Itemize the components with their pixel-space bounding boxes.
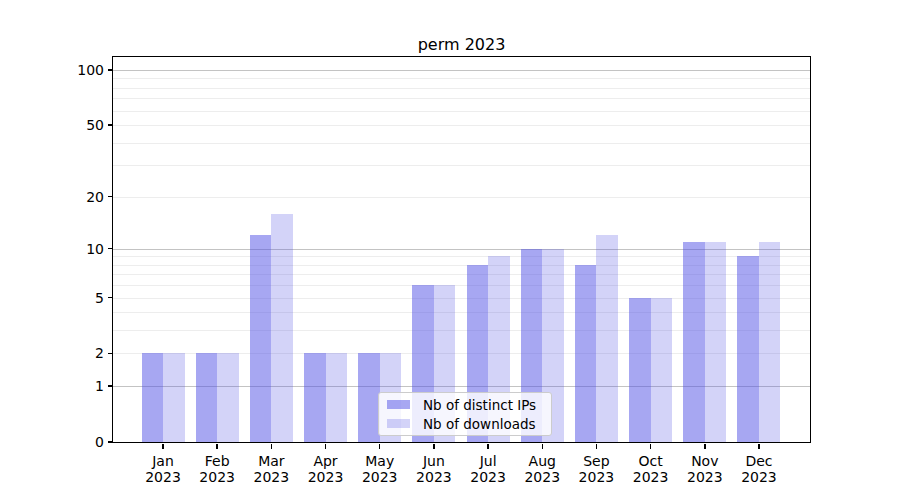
gridline-30: [113, 165, 810, 166]
legend-item-downloads: Nb of downloads: [385, 414, 545, 433]
x-tick-label-jul-2023: Jul2023: [458, 454, 518, 485]
x-tick-mar-2023: [271, 444, 273, 449]
x-tick-oct-2023: [650, 444, 652, 449]
legend-label-distinct-ips: Nb of distinct IPs: [423, 397, 536, 413]
gridline-80: [113, 88, 810, 89]
x-tick-may-2023: [379, 444, 381, 449]
chart-figure: perm 2023 0125102050100 Jan2023Feb2023Ma…: [0, 0, 900, 500]
y-tick-label-5: 5: [0, 289, 104, 307]
x-tick-label-dec-2023: Dec2023: [729, 454, 789, 485]
bar-nb-of-distinct-ips-oct-2023: [629, 298, 651, 442]
bar-nb-of-distinct-ips-dec-2023: [737, 256, 759, 442]
y-tick-5: [108, 297, 113, 299]
bar-nb-of-downloads-apr-2023: [326, 353, 348, 442]
gridline-50: [113, 125, 810, 126]
gridline-70: [113, 98, 810, 99]
bar-nb-of-distinct-ips-jan-2023: [142, 353, 164, 442]
x-tick-feb-2023: [216, 444, 218, 449]
y-tick-label-10: 10: [0, 240, 104, 258]
legend-swatch-downloads-icon: [387, 419, 410, 428]
gridline-60: [113, 111, 810, 112]
bar-nb-of-distinct-ips-may-2023: [358, 353, 380, 442]
plot-area: [113, 57, 810, 442]
x-tick-label-oct-2023: Oct2023: [621, 454, 681, 485]
x-tick-jul-2023: [487, 444, 489, 449]
y-tick-label-0: 0: [0, 433, 104, 451]
y-tick-label-100: 100: [0, 61, 104, 79]
x-tick-label-may-2023: May2023: [350, 454, 410, 485]
y-tick-0: [108, 441, 113, 443]
y-tick-50: [108, 124, 113, 126]
x-tick-aug-2023: [542, 444, 544, 449]
bar-nb-of-distinct-ips-nov-2023: [683, 242, 705, 442]
legend-swatch-distinct-ips-icon: [387, 400, 410, 409]
bar-nb-of-downloads-sep-2023: [596, 235, 618, 442]
x-tick-jun-2023: [433, 444, 435, 449]
bar-nb-of-downloads-jan-2023: [163, 353, 185, 442]
x-tick-sep-2023: [596, 444, 598, 449]
bar-nb-of-distinct-ips-mar-2023: [250, 235, 272, 442]
y-tick-100: [108, 69, 113, 71]
gridline-90: [113, 78, 810, 79]
y-tick-2: [108, 353, 113, 355]
x-tick-label-apr-2023: Apr2023: [296, 454, 356, 485]
bar-nb-of-distinct-ips-sep-2023: [575, 265, 597, 442]
x-tick-apr-2023: [325, 444, 327, 449]
x-tick-label-jan-2023: Jan2023: [133, 454, 193, 485]
x-tick-jan-2023: [162, 444, 164, 449]
bar-nb-of-downloads-feb-2023: [217, 353, 239, 442]
y-tick-label-1: 1: [0, 377, 104, 395]
gridline-100: [113, 70, 810, 71]
legend-item-distinct-ips: Nb of distinct IPs: [385, 395, 545, 414]
x-tick-label-jun-2023: Jun2023: [404, 454, 464, 485]
gridline-20: [113, 197, 810, 198]
x-tick-label-sep-2023: Sep2023: [566, 454, 626, 485]
bar-nb-of-downloads-oct-2023: [651, 298, 673, 442]
x-tick-dec-2023: [758, 444, 760, 449]
bar-nb-of-downloads-nov-2023: [705, 242, 727, 442]
chart-title: perm 2023: [113, 35, 810, 54]
bar-nb-of-downloads-dec-2023: [759, 242, 781, 442]
y-tick-10: [108, 248, 113, 250]
y-tick-20: [108, 196, 113, 198]
bar-nb-of-downloads-mar-2023: [271, 214, 293, 442]
bar-nb-of-distinct-ips-apr-2023: [304, 353, 326, 442]
legend-label-downloads: Nb of downloads: [423, 416, 536, 432]
x-tick-label-mar-2023: Mar2023: [241, 454, 301, 485]
x-tick-label-aug-2023: Aug2023: [512, 454, 572, 485]
legend: Nb of distinct IPs Nb of downloads: [378, 392, 552, 436]
y-tick-label-20: 20: [0, 188, 104, 206]
y-tick-label-2: 2: [0, 344, 104, 362]
gridline-40: [113, 143, 810, 144]
x-tick-nov-2023: [704, 444, 706, 449]
bar-nb-of-distinct-ips-feb-2023: [196, 353, 218, 442]
x-tick-label-feb-2023: Feb2023: [187, 454, 247, 485]
y-tick-1: [108, 385, 113, 387]
x-tick-label-nov-2023: Nov2023: [675, 454, 735, 485]
y-tick-label-50: 50: [0, 116, 104, 134]
